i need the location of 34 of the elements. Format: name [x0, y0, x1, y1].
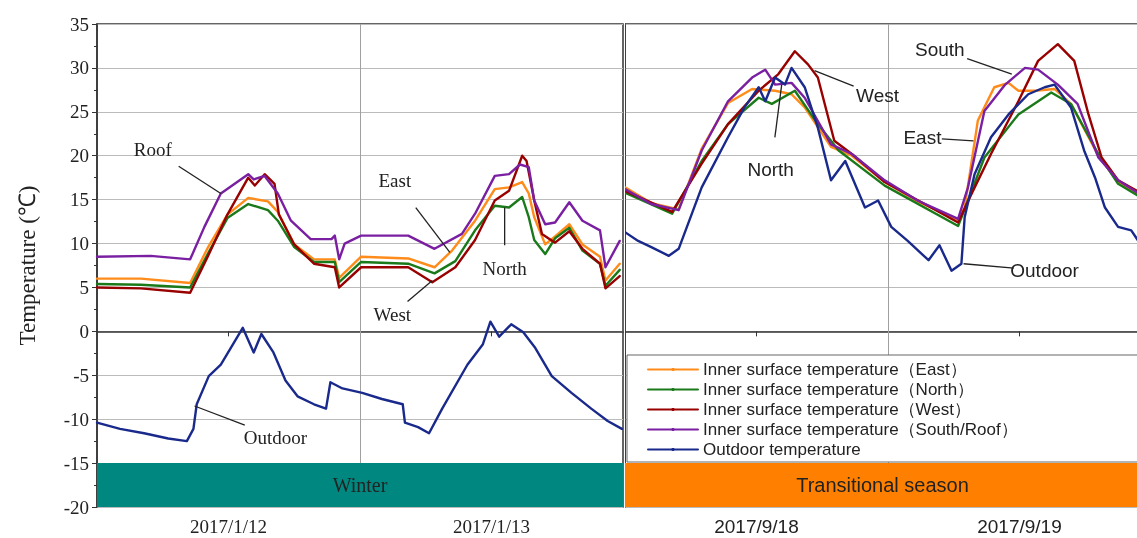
band-label: Transitional season [795, 474, 969, 497]
x-tick-label: 2017/1/13 [452, 516, 531, 537]
annotation: North [482, 258, 528, 280]
legend-label: Inner surface temperature（North） [702, 380, 974, 399]
legend-label: Inner surface temperature（West） [702, 400, 971, 419]
x-tick-label: 2017/1/12 [189, 516, 268, 537]
y-tick-label: -20 [63, 496, 89, 518]
band-label: Winter [332, 474, 388, 497]
annotation: Roof [133, 138, 173, 160]
annotation: Outdoor [243, 426, 308, 448]
y-tick-label: -5 [73, 364, 89, 386]
annotation: South [914, 38, 965, 60]
y-tick-label: -10 [63, 408, 89, 430]
y-tick-label: 30 [70, 57, 89, 79]
legend-label: Inner surface temperature（South/Roof） [702, 420, 1018, 439]
annotation: West [373, 303, 412, 325]
y-tick-label: 0 [79, 320, 89, 342]
annotation: North [747, 159, 794, 181]
y-tick-label: 15 [70, 189, 89, 211]
legend-label: Inner surface temperature（East） [702, 360, 967, 379]
y-tick-label: 10 [70, 233, 89, 255]
annotation: East [378, 169, 412, 191]
y-tick-label: 5 [79, 276, 89, 298]
y-tick-label: 25 [70, 101, 89, 123]
y-tick-label: 35 [70, 13, 89, 35]
y-tick-label: 20 [70, 145, 89, 167]
annotation: Outdoor [1009, 260, 1080, 282]
legend-label: Outdoor temperature [702, 440, 861, 459]
y-axis-title: Temperature (℃) [15, 185, 40, 346]
x-tick-label: 2017/9/18 [713, 516, 799, 537]
annotation: East [903, 127, 942, 149]
annotation: West [855, 85, 900, 107]
x-tick-label: 2017/9/19 [976, 516, 1062, 537]
y-tick-label: -15 [63, 452, 89, 474]
